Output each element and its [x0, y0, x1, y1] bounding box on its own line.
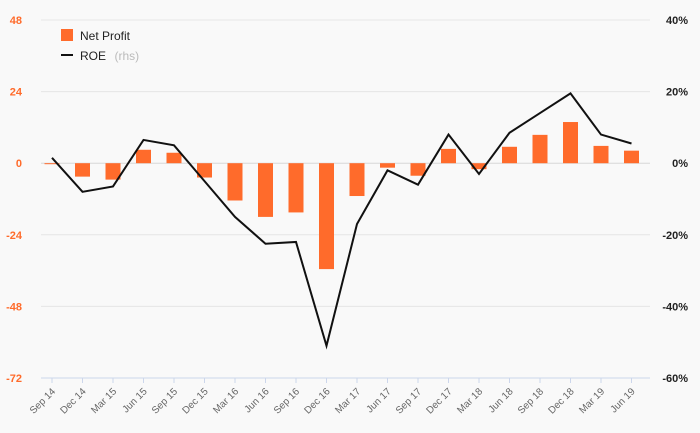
legend-label-roe-suffix: (rhs) — [114, 49, 139, 63]
x-tick-label: Jun 19 — [609, 386, 638, 415]
x-tick-label: Dec 14 — [58, 386, 88, 416]
right-tick-label: 0% — [672, 158, 688, 170]
bar-sep-17 — [410, 163, 426, 176]
legend-label-net-profit: Net Profit — [80, 29, 131, 43]
gridlines — [41, 19, 650, 379]
bar-mar-18 — [471, 163, 487, 170]
left-tick-label: 0 — [16, 158, 22, 170]
x-axis: Sep 14 Dec 14 Mar 15 Jun 15 Sep 15 Dec 15 Mar … — [28, 377, 650, 417]
bar-jun-18 — [502, 146, 517, 164]
bar-mar-19 — [593, 145, 609, 164]
left-tick-label: 48 — [10, 15, 22, 27]
right-tick-label: -40% — [662, 301, 688, 313]
x-tick-label: Mar 19 — [577, 386, 607, 416]
x-tick-label: Dec 16 — [302, 386, 332, 416]
x-tick-label: Mar 15 — [89, 386, 119, 416]
legend-label-roe: ROE (rhs) — [80, 47, 139, 64]
bar-mar-15 — [105, 163, 121, 180]
left-tick-label: -72 — [6, 373, 22, 385]
x-tick-label: Dec 17 — [424, 386, 454, 416]
bar-sep-14 — [44, 163, 60, 165]
bar-jun-19 — [624, 150, 639, 164]
x-tick-label: Jun 15 — [121, 386, 150, 415]
bar-dec-14 — [75, 163, 90, 177]
right-tick-label: 40% — [666, 15, 688, 27]
right-tick-label: 20% — [666, 87, 688, 99]
bar-sep-16 — [288, 163, 304, 213]
x-tick-label: Sep 15 — [150, 386, 180, 416]
x-tick-label: Sep 14 — [28, 386, 58, 416]
bar-jun-16 — [258, 163, 273, 217]
bar-dec-17 — [441, 148, 456, 164]
bar-series-net-profit — [44, 122, 639, 270]
bar-mar-16 — [227, 163, 243, 201]
x-tick-label: Sep 17 — [394, 386, 424, 416]
right-axis-ticks: 40% 20% 0% -20% -40% -60% — [662, 15, 688, 385]
bar-jun-17 — [380, 163, 395, 168]
x-tick-label: Sep 18 — [516, 386, 546, 416]
x-tick-label: Mar 16 — [211, 386, 241, 416]
x-tick-label: Mar 17 — [333, 386, 363, 416]
bar-dec-16 — [319, 163, 334, 270]
left-tick-label: 24 — [10, 87, 23, 99]
x-tick-label: Dec 18 — [546, 386, 576, 416]
x-tick-label: Dec 15 — [180, 386, 210, 416]
x-tick-label: Sep 16 — [272, 386, 302, 416]
x-tick-label: Mar 18 — [455, 386, 485, 416]
bar-mar-17 — [349, 163, 365, 197]
right-tick-label: -60% — [662, 373, 688, 385]
bar-dec-18 — [563, 122, 578, 164]
line-series-roe — [51, 92, 632, 350]
x-tick-label: Jun 16 — [243, 386, 272, 415]
left-tick-label: -24 — [6, 230, 23, 242]
x-tick-label: Jun 17 — [365, 386, 394, 415]
legend-label-roe-name: ROE — [80, 49, 106, 63]
roe-line — [51, 92, 632, 350]
x-tick-label: Jun 18 — [487, 386, 516, 415]
left-tick-label: -48 — [6, 301, 22, 313]
bar-sep-15 — [166, 152, 182, 164]
right-tick-label: -20% — [662, 230, 688, 242]
legend-swatch-net-profit — [61, 29, 73, 41]
legend: Net Profit ROE (rhs) — [61, 29, 139, 64]
bar-sep-18 — [532, 134, 548, 164]
left-axis-ticks: 48 24 0 -24 -48 -72 — [6, 15, 23, 385]
bar-dec-15 — [197, 163, 212, 178]
bar-jun-15 — [136, 149, 151, 164]
